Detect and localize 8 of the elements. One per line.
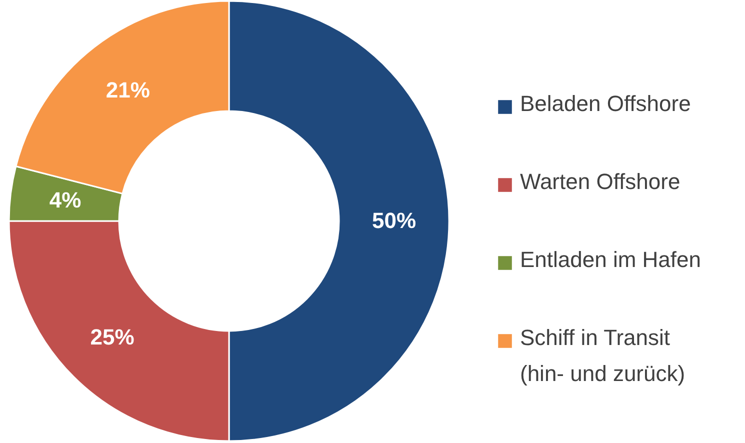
legend-label: Schiff in Transit (hin- und zurück) <box>520 325 686 386</box>
data-label: 21% <box>106 78 150 103</box>
legend-label: Entladen im Hafen <box>520 247 701 272</box>
data-label: 4% <box>49 187 82 212</box>
data-label: 50% <box>372 208 416 233</box>
data-label: 25% <box>90 324 134 350</box>
legend-label: Warten Offshore <box>520 169 680 194</box>
legend-label: Beladen Offshore <box>520 91 691 116</box>
